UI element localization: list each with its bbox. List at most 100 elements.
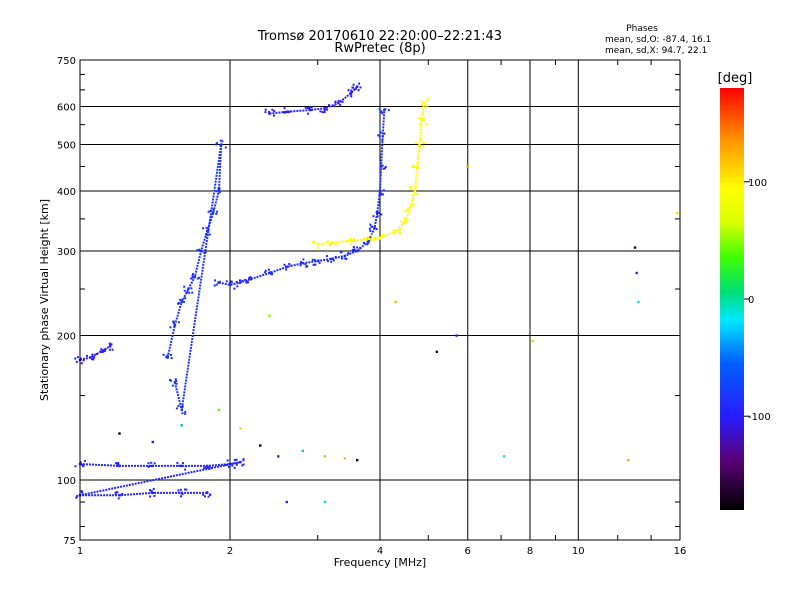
data-point <box>327 104 330 107</box>
data-point <box>190 287 193 290</box>
data-point <box>241 279 244 282</box>
data-point <box>241 464 244 467</box>
data-point <box>153 462 156 465</box>
data-point <box>177 404 180 407</box>
data-point <box>422 118 425 121</box>
data-point <box>235 281 238 284</box>
data-point <box>180 495 183 498</box>
data-point <box>406 209 409 212</box>
data-point <box>204 466 207 469</box>
data-point <box>81 491 84 494</box>
data-point <box>91 353 94 356</box>
data-point <box>363 237 366 240</box>
data-point <box>306 106 309 109</box>
data-point <box>101 351 104 354</box>
data-point <box>378 236 381 239</box>
chart-title: Tromsø 20170610 22:20:00–22:21:43 <box>257 29 502 44</box>
data-point <box>351 248 354 251</box>
data-point <box>372 215 375 218</box>
data-point <box>319 110 322 113</box>
data-point <box>229 283 232 286</box>
data-point <box>212 208 215 211</box>
data-point <box>248 277 251 280</box>
data-point <box>165 356 168 359</box>
data-point <box>239 279 242 282</box>
data-point <box>219 139 222 142</box>
data-point <box>314 263 317 266</box>
data-point <box>76 495 79 498</box>
data-point <box>209 493 212 496</box>
data-point <box>419 117 422 120</box>
data-point <box>170 357 173 360</box>
data-point <box>627 458 630 462</box>
series-upper-echoes <box>264 82 362 117</box>
data-point <box>379 131 382 134</box>
data-point <box>75 496 78 499</box>
data-point <box>215 143 218 146</box>
data-point <box>267 268 270 271</box>
data-point <box>114 492 117 495</box>
data-point <box>247 281 250 284</box>
data-point <box>676 211 679 215</box>
data-point <box>381 233 384 236</box>
data-point <box>410 186 413 189</box>
data-point <box>118 432 121 435</box>
data-point <box>415 186 418 189</box>
data-point <box>75 360 78 363</box>
data-point <box>188 291 191 294</box>
data-point <box>411 165 414 168</box>
data-point <box>117 497 120 500</box>
x-axis-label: Frequency [MHz] <box>334 556 426 569</box>
data-point <box>423 118 426 121</box>
data-point <box>419 145 422 148</box>
data-point <box>346 239 349 242</box>
data-point <box>329 243 332 246</box>
data-point <box>242 463 245 466</box>
y-tick-label: 600 <box>57 103 76 114</box>
data-point <box>455 334 458 337</box>
data-point <box>151 440 155 444</box>
data-point <box>185 488 188 491</box>
data-point <box>366 243 369 246</box>
data-point <box>380 110 383 113</box>
data-point <box>311 258 314 261</box>
data-point <box>306 265 309 268</box>
data-point <box>341 100 344 103</box>
stats-o-mode: mean, sd,O: -87.4, 16.1 <box>605 35 711 45</box>
y-tick-label: 400 <box>57 187 76 198</box>
data-point <box>341 257 344 260</box>
data-point <box>398 231 401 234</box>
data-point <box>175 380 178 383</box>
colorbar-tick-label: -100 <box>748 412 771 423</box>
data-point <box>283 263 286 266</box>
data-point <box>383 167 386 170</box>
data-point <box>74 357 77 360</box>
data-point <box>82 359 85 362</box>
data-point <box>213 284 216 287</box>
data-point <box>381 235 384 238</box>
y-tick-label: 750 <box>57 56 76 67</box>
data-point <box>183 285 186 288</box>
data-point <box>147 462 150 465</box>
data-point <box>422 101 426 105</box>
x-tick-label: 10 <box>572 546 585 557</box>
data-point <box>337 99 340 102</box>
data-point <box>325 255 328 258</box>
data-point <box>111 348 114 351</box>
series-o-mode-spread-f <box>162 139 227 415</box>
data-point <box>76 356 79 359</box>
data-point <box>264 111 267 114</box>
data-point <box>380 192 383 195</box>
data-point <box>205 226 208 229</box>
data-point <box>339 251 342 254</box>
data-point <box>217 408 221 412</box>
data-point <box>172 322 175 325</box>
data-point <box>425 99 428 102</box>
data-point <box>326 241 329 244</box>
x-tick-label: 4 <box>377 546 383 557</box>
data-point <box>393 232 396 235</box>
data-point <box>264 108 267 111</box>
data-point <box>181 299 184 302</box>
data-point <box>401 223 404 226</box>
data-point <box>79 357 82 360</box>
